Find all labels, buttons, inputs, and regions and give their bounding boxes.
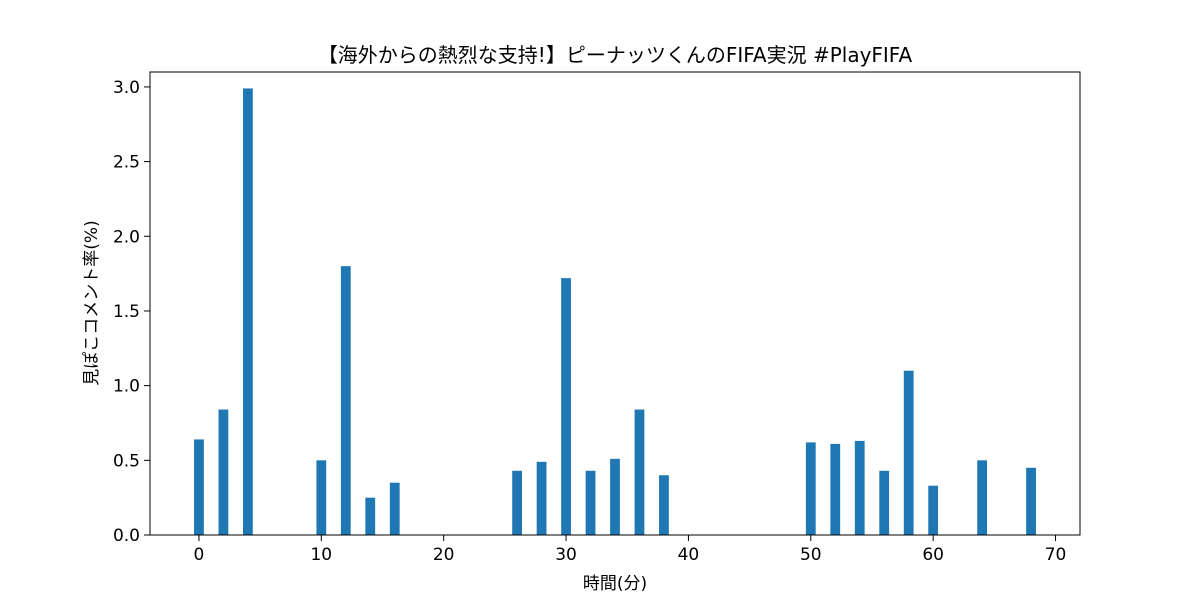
bar [316,460,327,535]
y-axis-title: 見ぽこコメント率(%) [82,220,102,385]
bar [634,409,645,535]
bar [659,475,669,535]
y-tick-label: 3.0 [113,78,140,98]
bar-series [194,88,1036,536]
bar [610,458,620,535]
x-tick-label: 30 [555,545,577,565]
x-tick-label: 50 [800,545,822,565]
bar [585,470,596,535]
bar [977,460,987,535]
bar [903,370,914,535]
x-tick-label: 0 [194,545,205,565]
bar [805,442,816,535]
bar [512,470,522,535]
bar [365,497,376,535]
y-tick-label: 1.0 [113,377,140,397]
x-tick-label: 40 [678,545,700,565]
y-axis: 0.0 0.5 1.0 1.5 2.0 2.5 3.0 [113,78,150,546]
x-tick-label: 10 [310,545,332,565]
bar [194,439,204,535]
bar [389,482,400,535]
bar [879,470,890,535]
bar [536,461,547,535]
x-axis: 0 10 20 30 40 50 60 70 [194,535,1067,565]
x-tick-label: 70 [1045,545,1067,565]
x-tick-label: 60 [922,545,944,565]
bar [243,88,253,536]
x-axis-title: 時間(分) [583,574,647,594]
y-tick-label: 0.0 [113,526,140,546]
plot-frame [149,71,1081,536]
bar [1026,467,1036,535]
y-tick-label: 2.5 [113,153,140,173]
bar [218,409,229,535]
bar [928,485,939,535]
bar [830,443,841,535]
x-tick-label: 20 [433,545,455,565]
chart-title: 【海外からの熱烈な支持!】ピーナッツくんのFIFA実況 #PlayFIFA [318,43,913,67]
bar [854,440,865,535]
bar [561,278,571,535]
y-tick-label: 2.0 [113,227,140,247]
y-tick-label: 1.5 [113,302,140,322]
bar [340,266,351,535]
y-tick-label: 0.5 [113,451,140,471]
